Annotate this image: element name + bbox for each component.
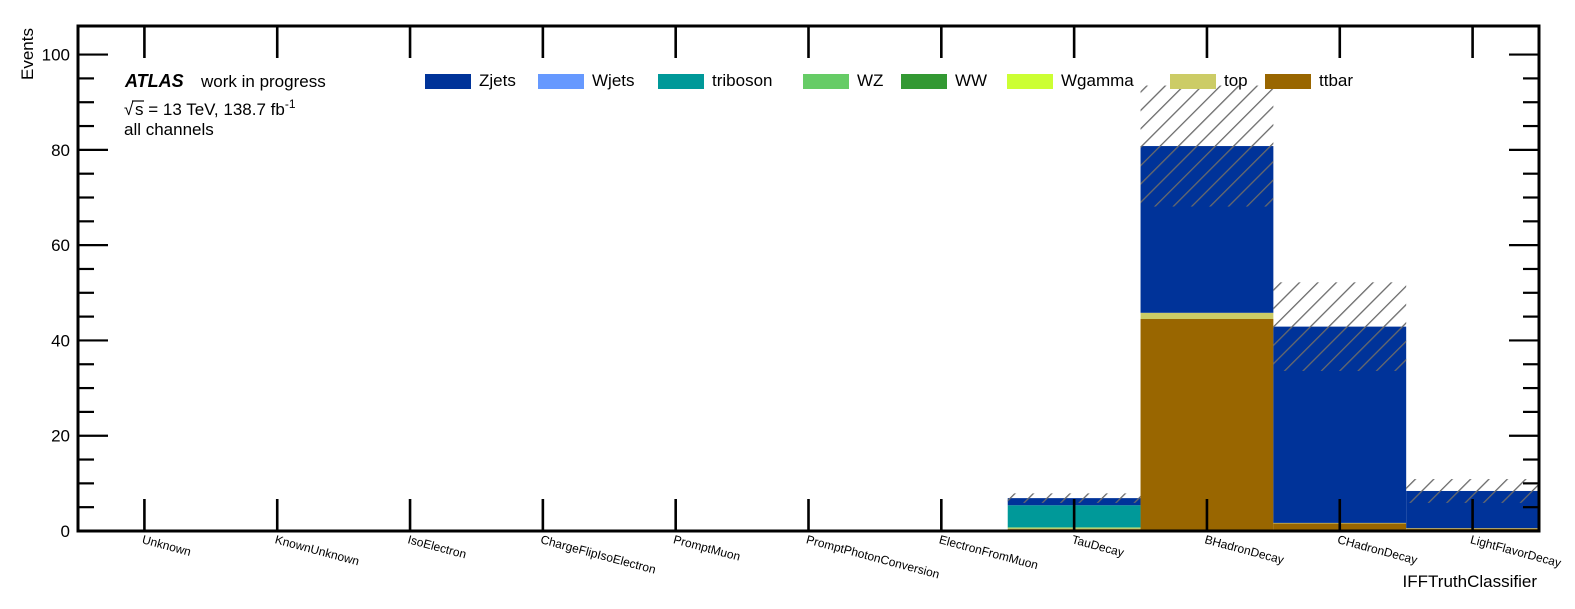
legend-label-ttbar: ttbar (1319, 71, 1353, 90)
legend-swatch-triboson (658, 74, 704, 89)
uncertainty-band-LightFlavorDecay (1406, 479, 1539, 503)
x-axis-label: IFFTruthClassifier (1403, 572, 1538, 591)
legend-swatch-WZ (803, 74, 849, 89)
y-tick-label-100: 100 (42, 46, 70, 65)
legend-label-Zjets: Zjets (479, 71, 516, 90)
atlas-label: ATLAS (124, 71, 184, 91)
legend-label-triboson: triboson (712, 71, 772, 90)
legend-label-top: top (1224, 71, 1248, 90)
legend: Zjets Wjets triboson WZ WW Wgamma top ttbar (425, 71, 1353, 90)
x-tick-label-IsoElectron: IsoElectron (406, 532, 468, 561)
legend-swatch-Wjets (538, 74, 584, 89)
uncertainty-band-CHadronDecay (1273, 282, 1407, 371)
atlas-annotation: ATLAS work in progress √ s = 13 TeV, 138… (124, 71, 326, 139)
x-tick-label-Unknown: Unknown (141, 532, 193, 558)
y-tick-label-60: 60 (51, 236, 70, 255)
x-tick-label-KnownUnknown: KnownUnknown (273, 532, 360, 568)
y-tick-label-80: 80 (51, 141, 70, 160)
channels-label: all channels (124, 120, 214, 139)
x-tick-label-TauDecay: TauDecay (1070, 532, 1125, 559)
legend-swatch-ttbar (1265, 74, 1311, 89)
x-tick-label-BHadronDecay: BHadronDecay (1203, 532, 1285, 567)
legend-label-Wjets: Wjets (592, 71, 635, 90)
legend-label-Wgamma: Wgamma (1061, 71, 1134, 90)
uncertainty-band-group (1007, 85, 1539, 503)
bar-top-BHadronDecay (1140, 312, 1274, 319)
legend-swatch-Wgamma (1007, 74, 1053, 89)
sqrt-icon: √ (124, 100, 134, 119)
status-label: work in progress (200, 72, 326, 91)
y-tick-label-0: 0 (61, 522, 70, 541)
y-axis: 0 20 40 60 80 100 (42, 46, 1539, 541)
legend-swatch-top (1170, 74, 1216, 89)
uncertainty-band-TauDecay (1007, 493, 1141, 503)
energy-label: √ s = 13 TeV, 138.7 fb-1 (124, 97, 296, 119)
legend-label-WW: WW (955, 71, 987, 90)
legend-label-WZ: WZ (857, 71, 883, 90)
energy-text: s = 13 TeV, 138.7 fb-1 (135, 97, 296, 119)
legend-swatch-WW (901, 74, 947, 89)
x-tick-label-ElectronFromMuon: ElectronFromMuon (938, 532, 1040, 572)
legend-swatch-Zjets (425, 74, 471, 89)
x-tick-label-PromptPhotonConversion: PromptPhotonConversion (805, 532, 941, 581)
y-tick-label-20: 20 (51, 427, 70, 446)
bar-ttbar-BHadronDecay (1140, 318, 1274, 531)
y-tick-label-40: 40 (51, 331, 70, 350)
x-tick-label-LightFlavorDecay: LightFlavorDecay (1469, 532, 1563, 570)
x-tick-label-CHadronDecay: CHadronDecay (1336, 532, 1419, 567)
uncertainty-band-BHadronDecay (1140, 85, 1274, 207)
y-axis-label: Events (18, 28, 37, 80)
x-tick-label-PromptMuon: PromptMuon (672, 532, 742, 563)
x-tick-label-ChargeFlipIsoElectron: ChargeFlipIsoElectron (539, 532, 657, 576)
